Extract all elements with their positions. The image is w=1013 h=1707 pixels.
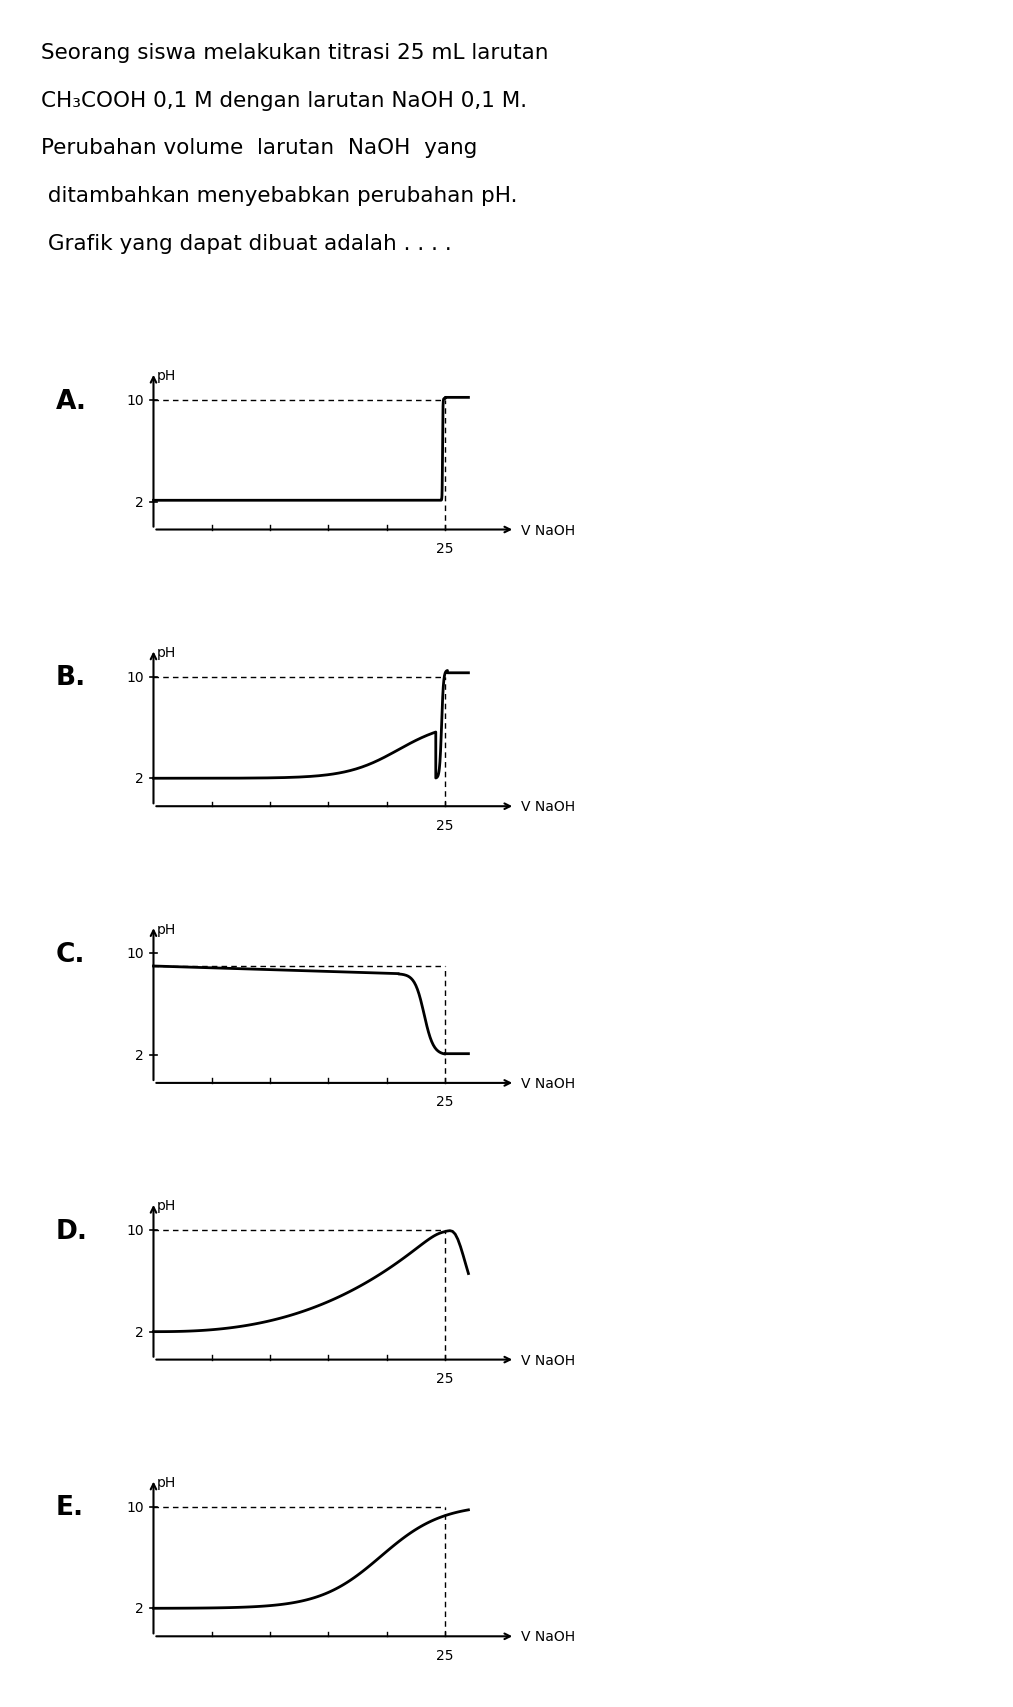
Text: 25: 25 [437,1094,454,1110]
Text: 10: 10 [127,394,144,408]
Text: 25: 25 [437,1647,454,1663]
Text: C.: C. [56,941,85,968]
Text: E.: E. [56,1494,84,1521]
Text: Seorang siswa melakukan titrasi 25 mL larutan: Seorang siswa melakukan titrasi 25 mL la… [41,43,548,63]
Text: ditambahkan menyebabkan perubahan pH.: ditambahkan menyebabkan perubahan pH. [41,186,517,207]
Text: 2: 2 [136,772,144,785]
Text: 25: 25 [437,1371,454,1386]
Text: V NaOH: V NaOH [521,801,575,814]
Text: pH: pH [157,922,176,935]
Text: 10: 10 [127,947,144,961]
Text: V NaOH: V NaOH [521,1077,575,1091]
Text: 2: 2 [136,1325,144,1338]
Text: V NaOH: V NaOH [521,1354,575,1367]
Text: A.: A. [56,387,87,415]
Text: 25: 25 [437,818,454,833]
Text: B.: B. [56,664,86,691]
Text: pH: pH [157,369,176,382]
Text: V NaOH: V NaOH [521,1630,575,1644]
Text: pH: pH [157,645,176,659]
Text: Perubahan volume  larutan  NaOH  yang: Perubahan volume larutan NaOH yang [41,138,477,159]
Text: Grafik yang dapat dibuat adalah . . . .: Grafik yang dapat dibuat adalah . . . . [41,234,451,254]
Text: 25: 25 [437,541,454,556]
Text: pH: pH [157,1198,176,1212]
Text: D.: D. [56,1217,88,1244]
Text: pH: pH [157,1475,176,1489]
Text: 2: 2 [136,495,144,509]
Text: 10: 10 [127,1224,144,1238]
Text: V NaOH: V NaOH [521,524,575,538]
Text: 10: 10 [127,1500,144,1514]
Text: 2: 2 [136,1048,144,1062]
Text: 10: 10 [127,671,144,685]
Text: 2: 2 [136,1601,144,1615]
Text: CH₃COOH 0,1 M dengan larutan NaOH 0,1 M.: CH₃COOH 0,1 M dengan larutan NaOH 0,1 M. [41,90,527,111]
